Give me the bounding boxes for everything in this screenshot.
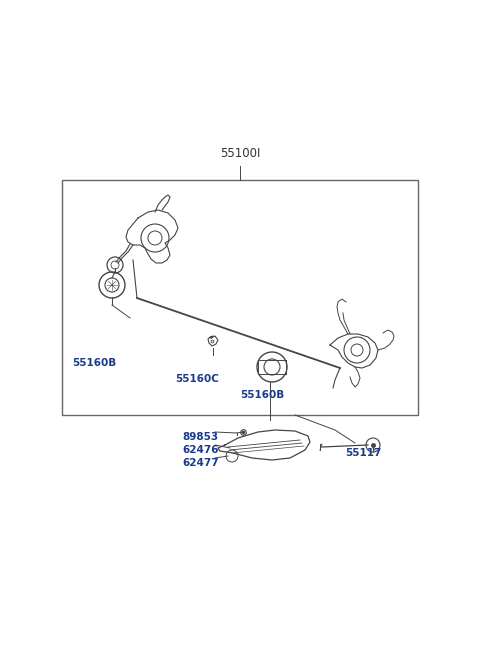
Text: 55160B: 55160B [72, 358, 116, 368]
Text: 55160C: 55160C [175, 374, 219, 384]
Text: 89853: 89853 [182, 432, 218, 442]
Text: 62477: 62477 [182, 458, 218, 468]
Text: 55100I: 55100I [220, 147, 260, 160]
Text: 55117: 55117 [345, 448, 382, 458]
Text: 55160B: 55160B [240, 390, 284, 400]
Text: 62476: 62476 [182, 445, 218, 455]
Bar [62, 180, 418, 415]
